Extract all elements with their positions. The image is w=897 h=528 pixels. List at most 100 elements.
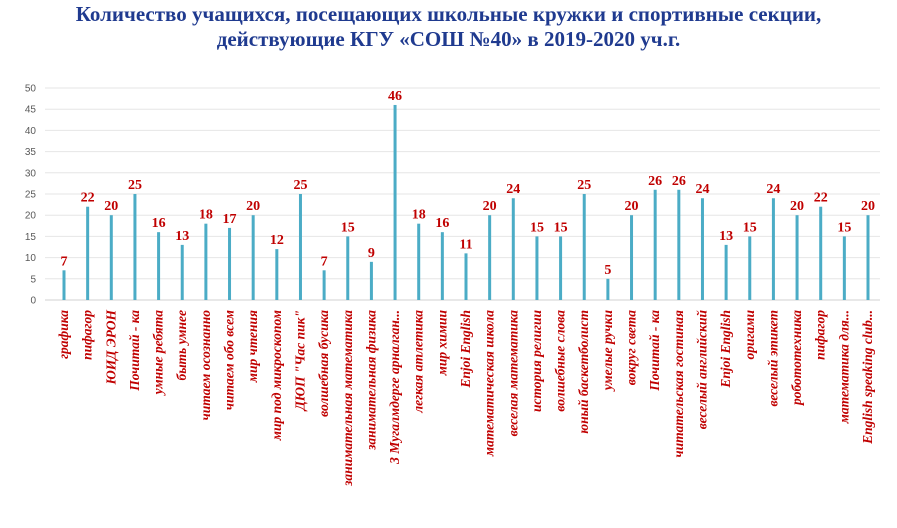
chart-title: Количество учащихся, посещающих школьные…	[0, 2, 897, 52]
category-label: история религии	[529, 310, 544, 412]
bars	[62, 104, 870, 301]
category-label: Enjoi English	[458, 310, 473, 389]
bar	[298, 194, 302, 300]
category-label: оригами	[742, 310, 757, 360]
bar	[677, 189, 681, 300]
bar	[795, 215, 799, 300]
bar	[204, 223, 208, 300]
data-label: 15	[554, 220, 568, 235]
category-label: Enjoi English	[718, 310, 733, 389]
category-label: юный баскетболист	[576, 310, 591, 434]
category-label: математическая школа	[482, 310, 497, 457]
data-label: 22	[814, 191, 828, 206]
data-label: 24	[506, 182, 520, 197]
category-label: волшебные слова	[553, 310, 568, 412]
data-label: 15	[530, 220, 544, 235]
bar	[700, 198, 704, 300]
data-label: 25	[577, 178, 591, 193]
category-label: умелые ручки	[600, 310, 615, 393]
category-label: ЮИД ЭРОН	[103, 310, 118, 386]
data-label: 16	[435, 216, 449, 231]
data-label: 18	[412, 208, 426, 223]
data-label: 26	[648, 174, 662, 189]
bar	[393, 104, 397, 301]
bar	[771, 198, 775, 300]
data-label: 13	[175, 229, 189, 244]
bar	[511, 198, 515, 300]
data-label: 25	[128, 178, 142, 193]
bar	[180, 244, 184, 300]
category-label: Почитай - ка	[127, 310, 142, 392]
y-tick-label: 20	[25, 211, 37, 222]
y-tick-label: 0	[30, 296, 36, 307]
bar	[535, 236, 539, 300]
data-label: 26	[672, 174, 686, 189]
bar	[228, 227, 232, 300]
bar	[62, 270, 66, 300]
bar	[133, 194, 137, 300]
category-label: читаем обо всем	[222, 310, 237, 410]
y-tick-label: 15	[25, 232, 37, 243]
category-label: ДЮП "Час пик"	[292, 310, 307, 412]
data-label: 46	[388, 89, 402, 104]
data-label: 11	[459, 237, 472, 252]
data-label: 24	[766, 182, 780, 197]
data-label: 22	[81, 191, 95, 206]
category-label: волшебная бусика	[316, 310, 331, 417]
data-label: 13	[719, 229, 733, 244]
gridlines	[45, 87, 880, 301]
y-tick-label: 10	[25, 253, 37, 264]
category-label: мир чтения	[245, 310, 260, 383]
bar	[866, 215, 870, 300]
category-label: 3 Мугалмдерге арналган...	[387, 310, 402, 465]
category-label: занимательная физика	[363, 310, 378, 451]
bar	[630, 215, 634, 300]
y-tick-label: 45	[25, 105, 37, 116]
data-label: 7	[321, 254, 328, 269]
category-label: веселый английский	[694, 310, 709, 430]
category-label: быть умнее	[174, 310, 189, 381]
data-label: 17	[223, 212, 237, 227]
bar	[464, 253, 468, 300]
category-label: пифагор	[813, 310, 828, 360]
data-label: 15	[341, 220, 355, 235]
data-label: 20	[483, 199, 497, 214]
bar	[86, 206, 90, 300]
bar	[322, 270, 326, 300]
bar	[724, 244, 728, 300]
data-label: 20	[625, 199, 639, 214]
data-label: 20	[246, 199, 260, 214]
y-tick-label: 35	[25, 147, 37, 158]
data-labels: 7 22 20 25 16 13 18 17 20 12 25 7 15 9 46 18 16 11 20 24 15 1…	[61, 89, 876, 278]
y-tick-label: 25	[25, 190, 37, 201]
y-axis-ticks: 0 5 10 15 20 25 30 35 40 45 50	[25, 84, 37, 307]
data-label: 20	[104, 199, 118, 214]
category-label: мир химии	[434, 310, 449, 377]
category-label: вокруг света	[624, 310, 639, 386]
data-label: 24	[695, 182, 709, 197]
category-label: читательская гостиная	[671, 310, 686, 457]
bar	[275, 249, 279, 300]
category-label: Почитай - ка	[647, 310, 662, 392]
y-tick-label: 50	[25, 84, 37, 95]
bar	[582, 194, 586, 300]
y-tick-label: 5	[30, 274, 36, 285]
category-label: English speaking club...	[860, 310, 875, 445]
bar	[109, 215, 113, 300]
data-label: 20	[861, 199, 875, 214]
bar	[842, 236, 846, 300]
data-label: 15	[743, 220, 757, 235]
chart-title-line-2: действующие КГУ «СОШ №40» в 2019-2020 уч…	[216, 27, 681, 51]
category-label: веселая математика	[505, 310, 520, 437]
data-label: 16	[152, 216, 166, 231]
category-label: робототехника	[789, 310, 804, 406]
bar	[157, 232, 161, 300]
data-label: 9	[368, 246, 375, 261]
y-tick-label: 40	[25, 126, 37, 137]
bar	[559, 236, 563, 300]
category-label: занимательная математика	[340, 310, 355, 487]
category-label: легкая атлетика	[411, 310, 426, 414]
bar	[346, 236, 350, 300]
category-label: математика для...	[836, 310, 851, 424]
